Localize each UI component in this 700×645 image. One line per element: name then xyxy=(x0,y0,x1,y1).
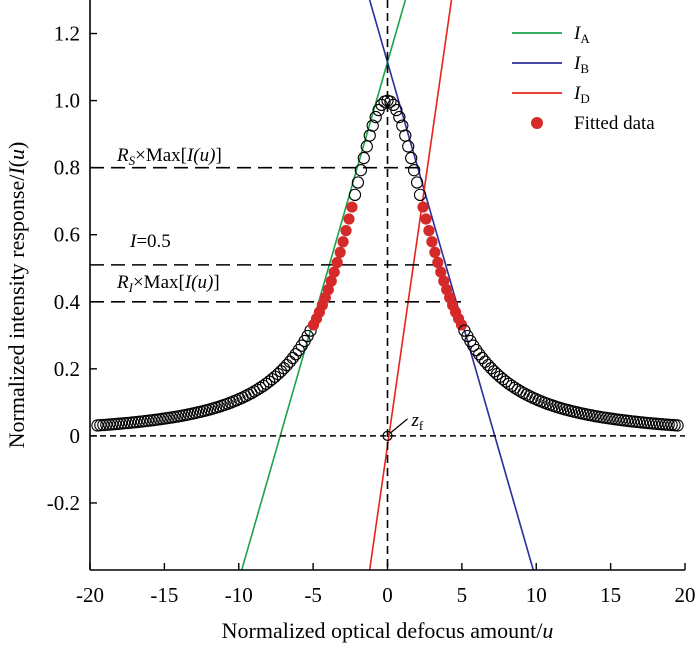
focus-leader-line xyxy=(390,418,408,434)
x-tick-label: -15 xyxy=(150,583,178,607)
focus-label: zf xyxy=(411,410,424,433)
fitted-data-point xyxy=(331,256,343,269)
data-point xyxy=(671,419,684,432)
focus-marker xyxy=(382,430,393,441)
y-tick-label: -0.2 xyxy=(47,491,80,515)
y-tick-label: 0.2 xyxy=(54,357,80,381)
fitted-data-point xyxy=(328,266,340,278)
data-point xyxy=(369,110,382,124)
x-tick-label: 10 xyxy=(526,583,547,607)
line-IA xyxy=(240,0,407,571)
legend-label-IB: IB xyxy=(573,53,589,76)
data-point xyxy=(283,355,296,368)
data-point xyxy=(351,176,365,189)
data-point xyxy=(289,348,302,361)
data-point xyxy=(354,164,368,177)
data-point xyxy=(245,386,258,400)
data-point xyxy=(251,383,264,396)
data-point xyxy=(390,103,403,117)
data-point xyxy=(280,358,294,372)
data-point xyxy=(407,164,421,177)
x-tick-label: -5 xyxy=(304,583,322,607)
fitted-data-point xyxy=(432,256,444,269)
y-tick-label: 0.8 xyxy=(54,156,80,180)
x-tick-label: -10 xyxy=(225,583,253,607)
data-points xyxy=(91,94,684,432)
data-point xyxy=(248,385,261,398)
x-axis-label: Normalized optical defocus amount/u xyxy=(222,618,554,643)
data-point xyxy=(410,176,424,189)
data-point xyxy=(393,110,406,124)
data-point xyxy=(286,351,299,365)
fitted-data-point xyxy=(325,275,337,287)
fitted-data-point xyxy=(435,266,447,278)
y-tick-label: 1.0 xyxy=(54,89,80,113)
legend-label-IA: IA xyxy=(573,23,590,46)
data-point xyxy=(413,188,427,202)
x-tick-label: -20 xyxy=(76,583,104,607)
x-tick-label: 5 xyxy=(457,583,468,607)
annotations: RS×Max[I(u)] I=0.5 RI×Max[I(u)] zf xyxy=(116,145,424,441)
legend-label-ID: ID xyxy=(573,83,590,106)
data-point xyxy=(357,151,370,165)
fitted-data-point xyxy=(429,246,441,259)
y-axis-label: Normalized intensity response/I(u) xyxy=(4,142,29,449)
fitted-data-point xyxy=(417,201,429,213)
legend-label-fitted-data: Fitted data xyxy=(574,113,655,134)
axes: -20 -15 -10 -5 0 5 10 15 20 -0.2 0 0.2 0.4 0.6 0.8 1.0 1… xyxy=(47,0,696,607)
fitted-data-point xyxy=(322,284,334,296)
fitted-data-point xyxy=(426,236,438,248)
line-IB xyxy=(368,0,535,571)
fitted-data-point xyxy=(455,319,468,331)
y-tick-label: 1.2 xyxy=(54,22,80,46)
data-point xyxy=(508,381,521,394)
y-tick-label: 0.4 xyxy=(54,290,81,314)
data-point xyxy=(405,151,418,165)
x-tick-label: 0 xyxy=(382,583,393,607)
data-point xyxy=(505,379,518,392)
annotation-half: I=0.5 xyxy=(129,231,171,252)
legend: IA IB ID Fitted data xyxy=(512,23,655,134)
data-point xyxy=(473,348,486,361)
x-tick-label: 15 xyxy=(600,583,621,607)
fitted-data-point xyxy=(420,213,432,225)
data-point xyxy=(348,188,362,202)
y-tick-label: 0.6 xyxy=(54,223,80,247)
y-tick-label: 0 xyxy=(70,424,81,448)
fitted-data-point xyxy=(340,225,352,237)
data-point xyxy=(384,95,397,108)
fitted-data-point xyxy=(343,213,355,225)
annotation-ri: RI×Max[I(u)] xyxy=(116,272,220,295)
fitted-data-point xyxy=(337,236,349,248)
data-point xyxy=(470,343,483,357)
annotation-rs: RS×Max[I(u)] xyxy=(116,145,222,168)
x-tick-label: 20 xyxy=(675,583,696,607)
data-point xyxy=(481,358,495,372)
fit-lines xyxy=(240,0,535,571)
line-ID xyxy=(368,0,453,571)
data-point xyxy=(366,119,379,132)
data-point xyxy=(479,355,492,368)
fitted-data-point xyxy=(423,225,435,237)
data-point xyxy=(476,351,489,365)
fitted-data-point xyxy=(438,275,450,287)
fitted-data-point xyxy=(346,201,358,213)
fitted-data-point xyxy=(334,246,346,259)
data-point xyxy=(402,140,415,153)
legend-swatch-fitted-data xyxy=(531,117,543,129)
